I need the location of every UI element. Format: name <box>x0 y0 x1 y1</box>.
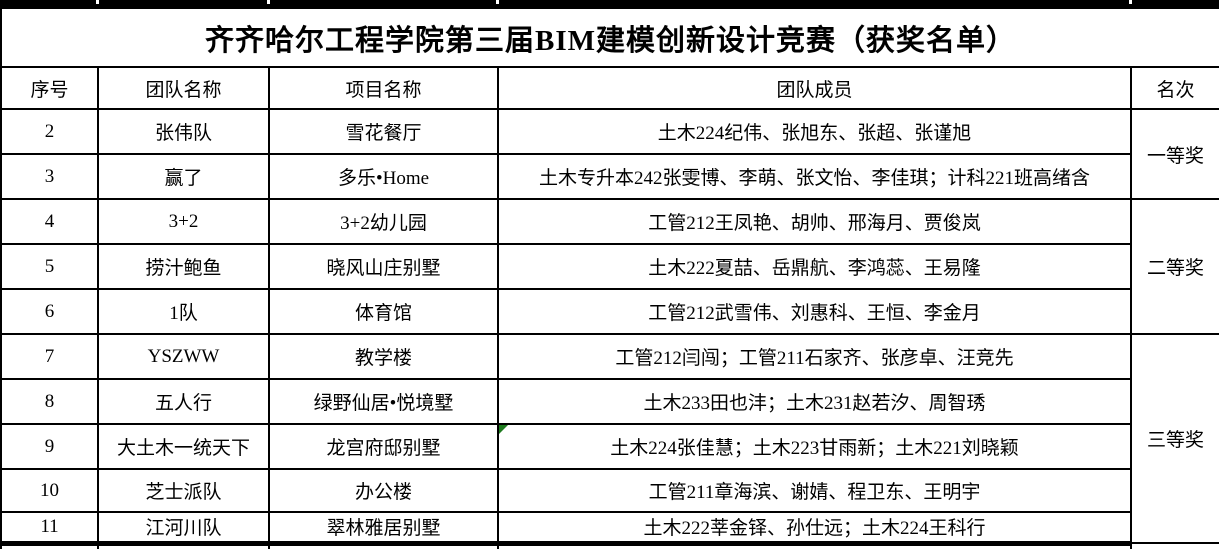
team-cell: 赢了 <box>97 153 270 200</box>
project-cell: 龙宫府邸别墅 <box>268 423 499 470</box>
table-row: 4 3+2 3+2幼儿园 工管212王凤艳、胡帅、邢海月、贾俊岚 二等奖 <box>0 198 1219 335</box>
project-cell: 晓风山庄别墅 <box>268 243 499 290</box>
project-cell: 雪花餐厅 <box>268 108 499 155</box>
top-border-bar <box>0 0 1219 9</box>
clipped-cell <box>1129 542 1219 549</box>
table-row: 6 1队 体育馆 工管212武雪伟、刘惠科、王恒、李金月 <box>0 288 1219 335</box>
table-row: 8 五人行 绿野仙居•悦境墅 土木233田也沣；土木231赵若汐、周智琇 <box>0 378 1219 425</box>
comment-marker-icon <box>500 426 508 434</box>
serial-cell: 2 <box>0 108 99 155</box>
table-row: 11 江河川队 翠林雅居别墅 土木222莘金铎、孙仕远；土木224王科行 <box>0 511 1219 546</box>
project-cell: 绿野仙居•悦境墅 <box>268 378 499 425</box>
table-row: 2 张伟队 雪花餐厅 土木224纪伟、张旭东、张超、张谨旭 一等奖 <box>0 108 1219 200</box>
clipped-row <box>0 542 1219 549</box>
clipped-cell <box>268 542 499 549</box>
border-notch <box>1129 0 1132 4</box>
border-notch <box>96 0 99 4</box>
serial-cell: 3 <box>0 153 99 200</box>
table-row: 5 捞汁鲍鱼 晓风山庄别墅 土木222夏喆、岳鼎航、李鸿蕊、王易隆 <box>0 243 1219 290</box>
team-cell: 五人行 <box>97 378 270 425</box>
team-cell: 1队 <box>97 288 270 335</box>
rank-cell: 三等奖 <box>1129 333 1219 544</box>
serial-cell: 10 <box>0 468 99 513</box>
team-cell: 芝士派队 <box>97 468 270 513</box>
members-cell: 土木222莘金铎、孙仕远；土木224王科行 <box>497 511 1132 546</box>
members-cell: 工管212闫闯；工管211石家齐、张彦卓、汪竞先 <box>497 333 1132 380</box>
clipped-cell <box>0 542 99 549</box>
project-cell: 教学楼 <box>268 333 499 380</box>
members-cell: 土木专升本242张雯博、李萌、张文怡、李佳琪；计科221班高绪含 <box>497 153 1132 200</box>
award-table: 齐齐哈尔工程学院第三届BIM建模创新设计竞赛（获奖名单） 序号 团队名称 项目名… <box>0 9 1219 549</box>
members-cell: 土木222夏喆、岳鼎航、李鸿蕊、王易隆 <box>497 243 1132 290</box>
table-row: 10 芝士派队 办公楼 工管211章海滨、谢婧、程卫东、王明宇 <box>0 468 1219 513</box>
project-cell: 体育馆 <box>268 288 499 335</box>
table-header-row: 序号 团队名称 项目名称 团队成员 名次 <box>0 66 1219 110</box>
project-cell: 办公楼 <box>268 468 499 513</box>
serial-cell: 11 <box>0 511 99 546</box>
column-header-rank: 名次 <box>1129 66 1219 110</box>
team-cell: 3+2 <box>97 198 270 245</box>
clipped-cell <box>497 542 1132 549</box>
team-cell: 大土木一统天下 <box>97 423 270 470</box>
project-cell: 多乐•Home <box>268 153 499 200</box>
table-row: 9 大土木一统天下 龙宫府邸别墅 土木224张佳慧；土木223甘雨新；土木221刘晓颖 <box>0 423 1219 470</box>
serial-cell: 9 <box>0 423 99 470</box>
serial-cell: 5 <box>0 243 99 290</box>
rank-cell: 二等奖 <box>1129 198 1219 335</box>
column-header-serial: 序号 <box>0 66 99 110</box>
members-cell: 工管211章海滨、谢婧、程卫东、王明宇 <box>497 468 1132 513</box>
border-notch <box>267 0 270 4</box>
column-header-members: 团队成员 <box>497 66 1132 110</box>
title-row: 齐齐哈尔工程学院第三届BIM建模创新设计竞赛（获奖名单） <box>0 9 1219 68</box>
team-cell: YSZWW <box>97 333 270 380</box>
team-cell: 张伟队 <box>97 108 270 155</box>
project-cell: 3+2幼儿园 <box>268 198 499 245</box>
team-cell: 捞汁鲍鱼 <box>97 243 270 290</box>
page-title: 齐齐哈尔工程学院第三届BIM建模创新设计竞赛（获奖名单） <box>0 9 1219 68</box>
members-cell: 土木233田也沣；土木231赵若汐、周智琇 <box>497 378 1132 425</box>
table-body: 2 张伟队 雪花餐厅 土木224纪伟、张旭东、张超、张谨旭 一等奖 3 赢了 多乐•Home 土… <box>0 108 1219 549</box>
column-header-project: 项目名称 <box>268 66 499 110</box>
rank-cell: 一等奖 <box>1129 108 1219 200</box>
project-cell: 翠林雅居别墅 <box>268 511 499 546</box>
table-row: 3 赢了 多乐•Home 土木专升本242张雯博、李萌、张文怡、李佳琪；计科221班高… <box>0 153 1219 200</box>
serial-cell: 7 <box>0 333 99 380</box>
border-notch <box>496 0 499 4</box>
table-row: 7 YSZWW 教学楼 工管212闫闯；工管211石家齐、张彦卓、汪竞先 三等奖 <box>0 333 1219 544</box>
clipped-cell <box>97 542 270 549</box>
serial-cell: 6 <box>0 288 99 335</box>
serial-cell: 4 <box>0 198 99 245</box>
team-cell: 江河川队 <box>97 511 270 546</box>
column-header-team: 团队名称 <box>97 66 270 110</box>
members-cell: 工管212武雪伟、刘惠科、王恒、李金月 <box>497 288 1132 335</box>
serial-cell: 8 <box>0 378 99 425</box>
members-cell: 土木224张佳慧；土木223甘雨新；土木221刘晓颖 <box>497 423 1132 470</box>
members-cell: 土木224纪伟、张旭东、张超、张谨旭 <box>497 108 1132 155</box>
members-cell: 工管212王凤艳、胡帅、邢海月、贾俊岚 <box>497 198 1132 245</box>
